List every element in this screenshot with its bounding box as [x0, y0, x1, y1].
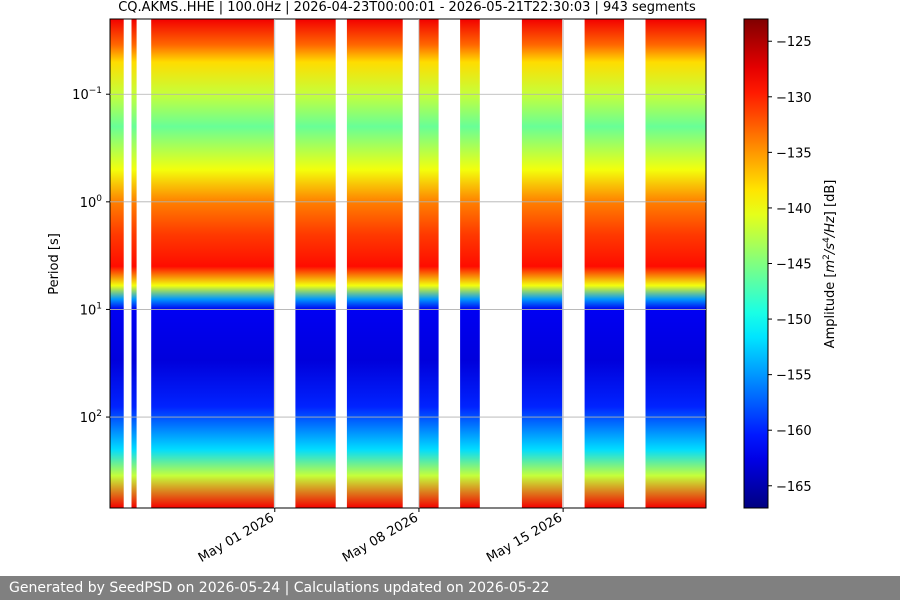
data-block-6: [418, 19, 439, 508]
colorbar-tick-label: −160: [776, 424, 812, 439]
x-tick-label: May 01 2026: [196, 510, 277, 565]
data-block-8: [521, 19, 563, 508]
colorbar-tick-label: −155: [776, 369, 812, 384]
plot-area: [110, 19, 706, 508]
y-axis-ticks: 10−1 100 101 102: [72, 86, 706, 426]
plot-frame: [109, 18, 707, 509]
chart-title: CQ.AKMS..HHE | 100.0Hz | 2026-04-23T00:0…: [118, 0, 696, 15]
footer-bar: Generated by SeedPSD on 2026-05-24 | Cal…: [0, 576, 900, 600]
colorbar-tick-label: −130: [776, 91, 812, 106]
colorbar-label: Amplitude [m2/s4/Hz] [dB]: [822, 180, 838, 349]
psd-chart: CQ.AKMS..HHE | 100.0Hz | 2026-04-23T00:0…: [47, 0, 838, 566]
colorbar: [743, 18, 769, 509]
data-block-3: [151, 19, 274, 508]
y-tick-label: 10−1: [72, 86, 102, 103]
footer-text: Generated by SeedPSD on 2026-05-24 | Cal…: [9, 580, 550, 596]
x-tick-label: May 08 2026: [340, 510, 421, 565]
colorbar-tick-label: −125: [776, 35, 812, 50]
colorbar-tick-label: −150: [776, 313, 812, 328]
y-tick-label: 101: [80, 301, 102, 318]
y-axis-label: Period [s]: [47, 233, 62, 295]
data-block-1: [110, 19, 124, 508]
data-block-5: [346, 19, 403, 508]
data-block-2: [131, 19, 137, 508]
colorbar-tick-label: −140: [776, 202, 812, 217]
colorbar-tick-label: −135: [776, 146, 812, 161]
colorbar-tick-label: −145: [776, 258, 812, 273]
y-tick-label: 102: [80, 409, 102, 426]
data-block-4: [295, 19, 336, 508]
y-tick-label: 100: [80, 194, 103, 211]
colorbar-tick-label: −165: [776, 480, 812, 495]
data-block-10: [645, 19, 706, 508]
data-block-9: [584, 19, 625, 508]
x-tick-label: May 15 2026: [484, 510, 565, 565]
colorbar-ticks: −125 −130 −135 −140 −145 −150 −155 −160 −165: [768, 35, 812, 495]
data-block-7: [460, 19, 480, 508]
